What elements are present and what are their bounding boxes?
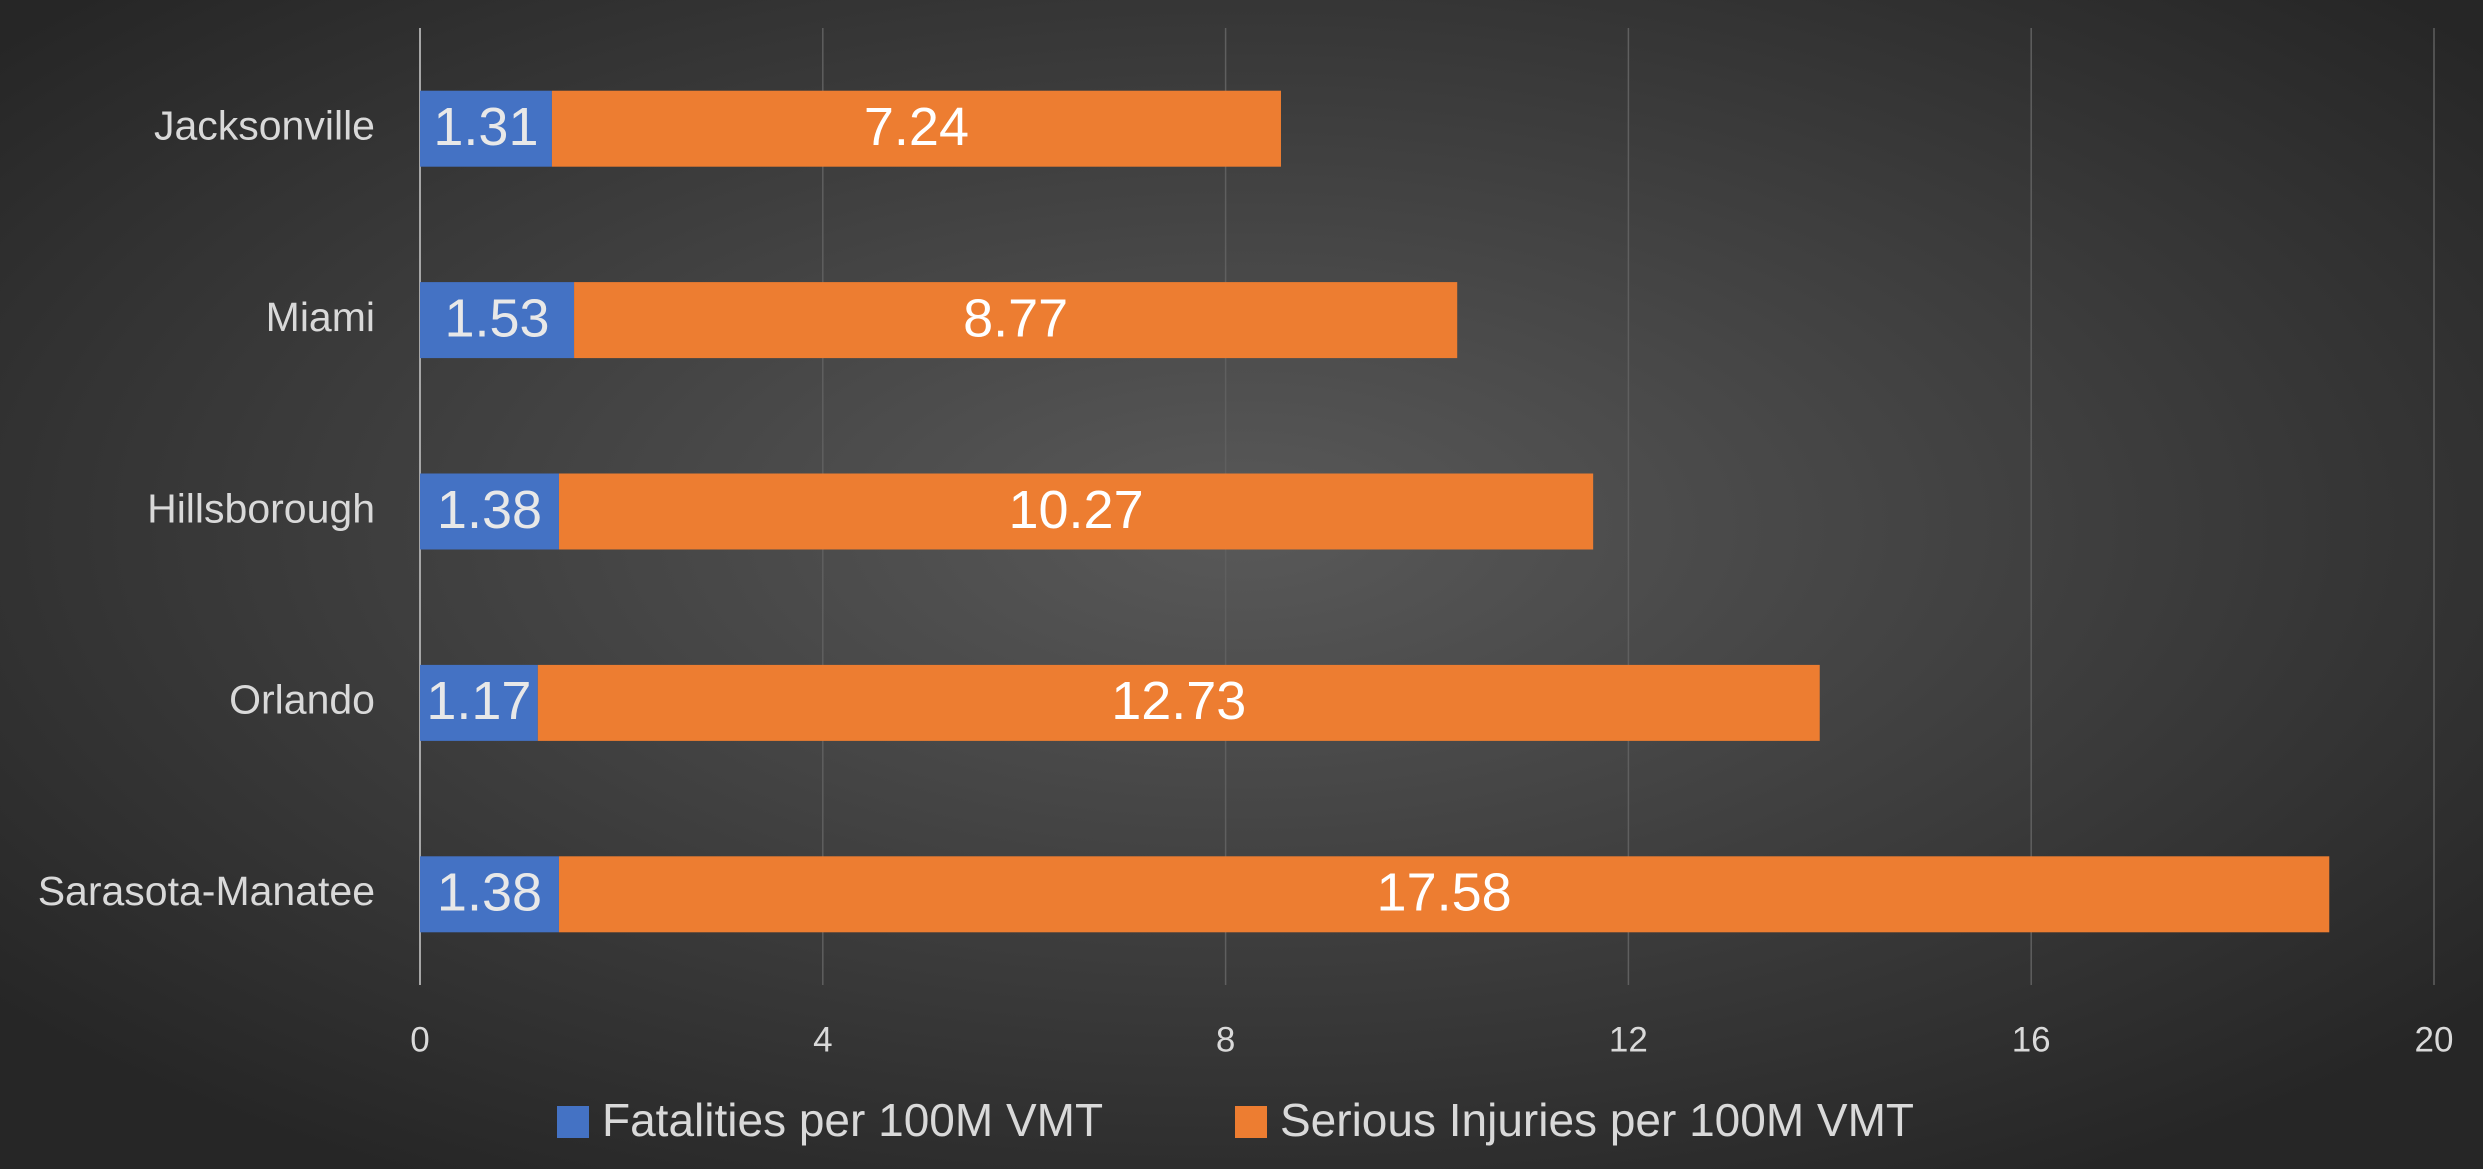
bar-segment (551, 90, 1281, 167)
bar-segment (558, 473, 1594, 550)
data-label: 8.77 (963, 288, 1068, 348)
x-tick-label: 8 (1216, 1020, 1235, 1059)
data-label: 12.73 (1111, 671, 1246, 731)
bar-segment (420, 856, 559, 933)
bar-segment (558, 856, 2330, 933)
y-tick-label: Jacksonville (154, 103, 375, 149)
x-tick-label: 12 (1609, 1020, 1648, 1059)
legend-swatch (1235, 1106, 1267, 1138)
bar-segment (574, 282, 1458, 359)
data-label: 1.31 (433, 97, 538, 157)
data-label: 1.38 (437, 863, 542, 923)
data-label: 17.58 (1377, 863, 1512, 923)
bar-segment (420, 90, 552, 167)
bar-segment (420, 664, 538, 741)
legend-label: Fatalities per 100M VMT (602, 1094, 1103, 1146)
x-tick-label: 16 (2012, 1020, 2051, 1059)
data-label: 1.38 (437, 480, 542, 540)
bar-segment (420, 282, 575, 359)
bar-segment (537, 664, 1820, 741)
legend-label: Serious Injuries per 100M VMT (1280, 1094, 1914, 1146)
data-label: 1.53 (444, 288, 549, 348)
y-tick-label: Orlando (229, 677, 375, 723)
y-tick-label: Hillsborough (147, 485, 375, 531)
y-tick-label: Miami (266, 294, 375, 340)
x-tick-label: 20 (2415, 1020, 2454, 1059)
data-label: 10.27 (1008, 480, 1143, 540)
x-tick-label: 0 (410, 1020, 429, 1059)
x-tick-label: 4 (813, 1020, 832, 1059)
data-label: 1.17 (426, 671, 531, 731)
legend-swatch (557, 1106, 589, 1138)
data-label: 7.24 (864, 97, 969, 157)
bar-segment (420, 473, 559, 550)
y-tick-label: Sarasota-Manatee (38, 868, 375, 914)
